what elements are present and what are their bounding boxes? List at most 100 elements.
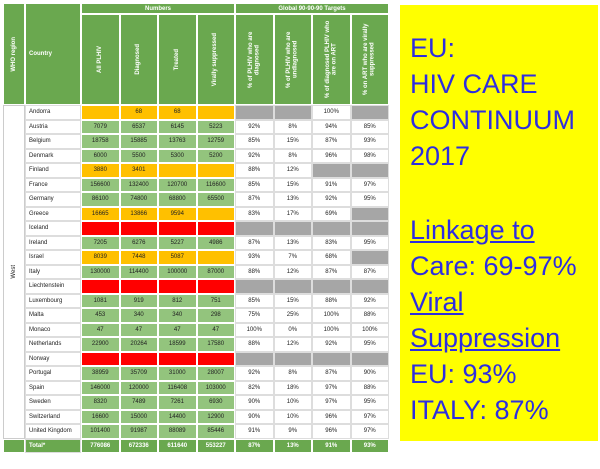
percent-cell: 8% xyxy=(273,366,312,381)
percent-cell: 97% xyxy=(350,409,389,424)
number-cell: 812 xyxy=(158,293,197,308)
percent-cell xyxy=(273,351,312,366)
number-cell xyxy=(158,279,197,294)
number-cell: 9594 xyxy=(158,206,197,221)
percent-cell: 69% xyxy=(312,206,351,221)
percent-cell: 88% xyxy=(235,163,274,178)
percent-cell: 12% xyxy=(273,264,312,279)
number-cell: 116600 xyxy=(196,177,235,192)
country-cell: Sweden xyxy=(25,395,81,410)
country-cell: Luxembourg xyxy=(25,293,81,308)
percent-cell: 12% xyxy=(273,163,312,178)
number-cell xyxy=(158,351,197,366)
percent-cell xyxy=(350,279,389,294)
number-cell: 35709 xyxy=(119,366,158,381)
percent-cell: 91% xyxy=(235,424,274,439)
percent-cell: 9% xyxy=(273,424,312,439)
country-cell: Denmark xyxy=(25,148,81,163)
percent-cell: 96% xyxy=(312,409,351,424)
percent-cell: 93% xyxy=(350,438,389,453)
percent-cell xyxy=(312,351,351,366)
country-cell: Portugal xyxy=(25,366,81,381)
percent-cell: 85% xyxy=(235,134,274,149)
percent-cell: 90% xyxy=(235,409,274,424)
percent-cell xyxy=(273,279,312,294)
column-header-text: All PLHIV xyxy=(96,45,103,73)
number-cell: 7489 xyxy=(119,395,158,410)
number-cell: 74800 xyxy=(119,192,158,207)
number-cell: 12759 xyxy=(196,134,235,149)
summary-panel: EU: HIV CARE CONTINUUM 2017 Linkage to Care: … xyxy=(400,5,598,441)
column-header: % of PLHIV who are diagnosed xyxy=(235,14,274,105)
percent-cell: 13% xyxy=(273,438,312,453)
percent-cell: 0% xyxy=(273,322,312,337)
column-header-text: Virally suppressed xyxy=(212,32,219,87)
panel-line: Viral xyxy=(410,287,464,317)
number-cell: 15885 xyxy=(119,134,158,149)
percent-cell: 95% xyxy=(350,192,389,207)
number-cell xyxy=(81,351,120,366)
country-cell: Italy xyxy=(25,264,81,279)
number-cell xyxy=(196,163,235,178)
percent-cell: 90% xyxy=(350,366,389,381)
number-cell: 4986 xyxy=(196,235,235,250)
percent-cell: 15% xyxy=(273,177,312,192)
percent-cell xyxy=(312,279,351,294)
percent-cell: 8% xyxy=(273,148,312,163)
number-cell: 340 xyxy=(119,308,158,323)
country-cell: Andorra xyxy=(25,105,81,120)
country-cell: Germany xyxy=(25,192,81,207)
percent-cell: 92% xyxy=(235,148,274,163)
country-header: Country xyxy=(25,3,81,105)
column-header-text: Diagnosed xyxy=(135,44,142,75)
percent-cell: 25% xyxy=(273,308,312,323)
number-cell: 87000 xyxy=(196,264,235,279)
percent-cell: 10% xyxy=(273,395,312,410)
country-cell: Liechtenstein xyxy=(25,279,81,294)
country-cell: Malta xyxy=(25,308,81,323)
panel-line: HIV CARE xyxy=(410,69,538,99)
number-cell: 6537 xyxy=(119,119,158,134)
number-cell: 5200 xyxy=(196,148,235,163)
number-cell: 47 xyxy=(81,322,120,337)
country-cell: Greece xyxy=(25,206,81,221)
percent-cell: 88% xyxy=(312,293,351,308)
country-cell: Ireland xyxy=(25,235,81,250)
number-cell: 47 xyxy=(158,322,197,337)
number-cell xyxy=(196,105,235,120)
number-cell xyxy=(158,221,197,236)
number-cell: 130000 xyxy=(81,264,120,279)
number-cell xyxy=(196,279,235,294)
number-cell xyxy=(81,105,120,120)
percent-cell xyxy=(312,221,351,236)
percent-cell: 13% xyxy=(273,192,312,207)
number-cell xyxy=(119,221,158,236)
number-cell: 8320 xyxy=(81,395,120,410)
number-cell: 68 xyxy=(119,105,158,120)
percent-cell: 91% xyxy=(312,438,351,453)
percent-cell: 88% xyxy=(235,337,274,352)
number-cell: 68 xyxy=(158,105,197,120)
number-cell: 3401 xyxy=(119,163,158,178)
number-cell xyxy=(196,221,235,236)
number-cell: 86100 xyxy=(81,192,120,207)
group-header: Numbers xyxy=(81,3,235,14)
number-cell: 18758 xyxy=(81,134,120,149)
number-cell: 132400 xyxy=(119,177,158,192)
percent-cell: 85% xyxy=(235,177,274,192)
number-cell xyxy=(119,351,158,366)
country-cell: France xyxy=(25,177,81,192)
percent-cell: 15% xyxy=(273,134,312,149)
percent-cell: 87% xyxy=(350,264,389,279)
percent-cell: 18% xyxy=(273,380,312,395)
percent-cell: 75% xyxy=(235,308,274,323)
country-cell: Total* xyxy=(25,438,81,453)
number-cell: 919 xyxy=(119,293,158,308)
number-cell xyxy=(158,163,197,178)
percent-cell: 87% xyxy=(235,235,274,250)
percent-cell xyxy=(312,163,351,178)
percent-cell: 13% xyxy=(273,235,312,250)
number-cell: 298 xyxy=(196,308,235,323)
percent-cell: 87% xyxy=(312,264,351,279)
percent-cell: 94% xyxy=(312,119,351,134)
